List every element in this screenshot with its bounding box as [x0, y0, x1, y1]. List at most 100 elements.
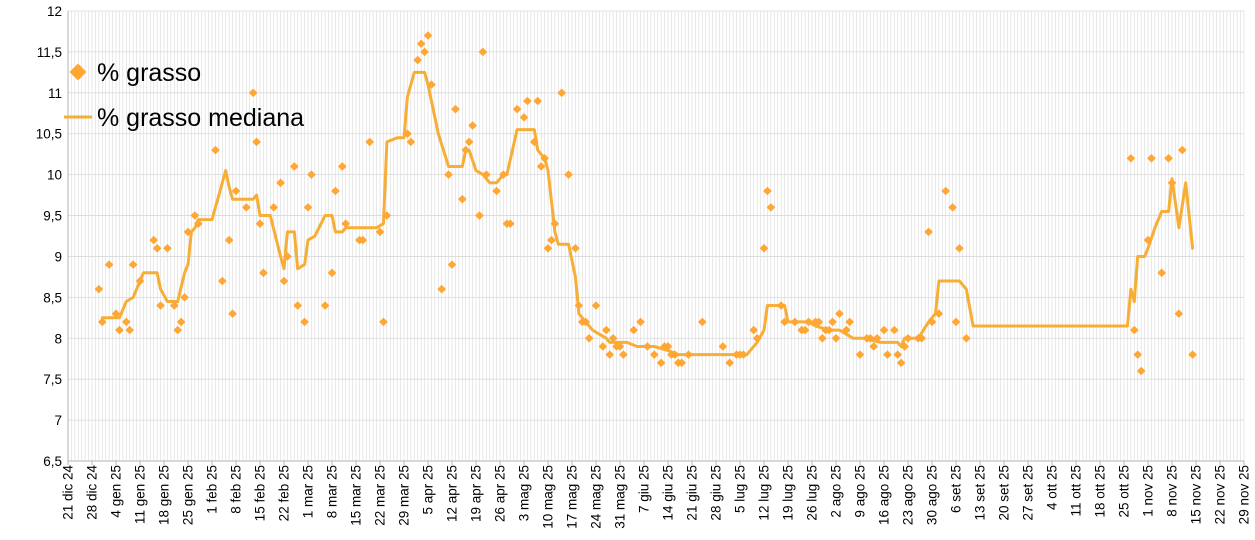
data-point — [289, 162, 299, 171]
data-point — [763, 186, 772, 196]
grid — [67, 10, 1245, 462]
x-tick-label: 3 mag 25 — [517, 465, 532, 521]
data-point — [259, 268, 268, 278]
data-point — [776, 301, 786, 310]
data-point — [478, 47, 488, 57]
data-point — [780, 317, 789, 327]
x-tick-label: 16 ago 25 — [877, 465, 892, 525]
x-tick-label: 28 dic 24 — [85, 465, 100, 520]
data-point — [1167, 178, 1177, 188]
data-point — [135, 276, 145, 286]
data-point — [447, 260, 457, 269]
data-point — [1129, 325, 1139, 335]
y-tick-label: 10 — [47, 168, 62, 183]
legend-diamond-icon — [69, 63, 87, 81]
data-point — [228, 309, 237, 319]
x-tick-label: 5 lug 25 — [733, 465, 748, 513]
data-point — [759, 243, 769, 253]
data-point — [533, 96, 543, 106]
data-point — [382, 211, 392, 220]
data-point — [900, 342, 909, 351]
data-point — [1164, 153, 1173, 163]
x-tick-label: 22 nov 25 — [1213, 465, 1228, 524]
x-tick-label: 29 mar 25 — [397, 465, 412, 526]
data-point — [584, 333, 594, 343]
legend-label-mediana: % grasso mediana — [97, 104, 304, 132]
data-point — [1188, 350, 1197, 359]
data-point — [835, 309, 844, 319]
data-point — [269, 203, 279, 212]
data-point — [941, 186, 951, 196]
x-tick-label: 7 giu 25 — [637, 465, 652, 513]
x-tick-label: 8 feb 25 — [229, 465, 244, 514]
data-point — [303, 203, 313, 212]
y-tick-label: 6,5 — [43, 454, 62, 469]
data-point — [128, 260, 138, 269]
data-point — [855, 350, 865, 359]
x-tick-label: 8 nov 25 — [1165, 465, 1180, 517]
data-point — [790, 317, 800, 327]
legend-item-mediana: % grasso mediana — [64, 104, 304, 132]
data-point — [571, 243, 580, 253]
data-point — [173, 325, 183, 335]
data-point — [1147, 153, 1156, 163]
data-point — [300, 317, 309, 327]
data-point — [461, 145, 471, 155]
data-point — [663, 342, 673, 351]
x-tick-label: 23 ago 25 — [901, 465, 916, 525]
data-point — [149, 235, 159, 245]
data-point — [619, 350, 628, 359]
data-point — [512, 104, 522, 114]
data-point — [413, 55, 423, 65]
data-point — [406, 137, 416, 147]
data-point — [697, 317, 707, 327]
data-point — [241, 203, 251, 212]
x-tick-label: 14 giu 25 — [661, 465, 676, 521]
data-point — [649, 350, 659, 359]
x-tick-label: 1 mar 25 — [301, 465, 316, 518]
x-tick-label: 21 dic 24 — [61, 465, 76, 520]
data-point — [656, 358, 666, 368]
x-tick-label: 17 mag 25 — [565, 465, 580, 529]
x-tick-label: 2 ago 25 — [829, 465, 844, 518]
data-point — [564, 170, 573, 179]
data-point — [601, 325, 611, 335]
data-point — [365, 137, 375, 147]
data-point — [948, 203, 957, 212]
data-point — [889, 325, 899, 335]
data-point — [598, 342, 608, 351]
x-tick-label: 26 lug 25 — [805, 465, 820, 521]
y-tick-label: 12 — [47, 4, 62, 19]
data-point — [121, 317, 131, 327]
data-point — [341, 219, 351, 229]
data-point — [636, 317, 645, 327]
x-tick-label: 15 nov 25 — [1189, 465, 1204, 524]
data-point — [615, 342, 625, 351]
x-tick-label: 20 set 25 — [997, 465, 1012, 521]
data-point — [725, 358, 735, 368]
data-point — [252, 137, 261, 147]
data-point — [457, 194, 467, 204]
x-tick-label: 5 apr 25 — [421, 465, 436, 515]
data-point — [375, 227, 385, 237]
x-tick-label: 18 ott 25 — [1093, 465, 1108, 518]
data-point — [152, 243, 162, 253]
x-tick-label: 18 gen 25 — [157, 465, 172, 525]
data-point — [499, 170, 508, 179]
data-point — [379, 317, 388, 327]
data-point — [574, 301, 584, 310]
data-point — [468, 121, 477, 130]
x-tick-label: 28 giu 25 — [709, 465, 724, 521]
data-point — [934, 309, 944, 319]
data-point — [279, 276, 289, 286]
axes — [67, 11, 1245, 465]
data-point — [94, 284, 104, 294]
x-tick-labels: 21 dic 24 28 dic 24 4 gen 25 11 gen 25 18 ge… — [61, 465, 1252, 529]
data-point — [629, 325, 639, 335]
data-point — [1174, 309, 1184, 319]
x-tick-label: 6 set 25 — [949, 465, 964, 513]
data-point — [951, 317, 961, 327]
data-point — [505, 219, 515, 229]
data-point — [293, 301, 303, 310]
data-point — [896, 358, 906, 368]
